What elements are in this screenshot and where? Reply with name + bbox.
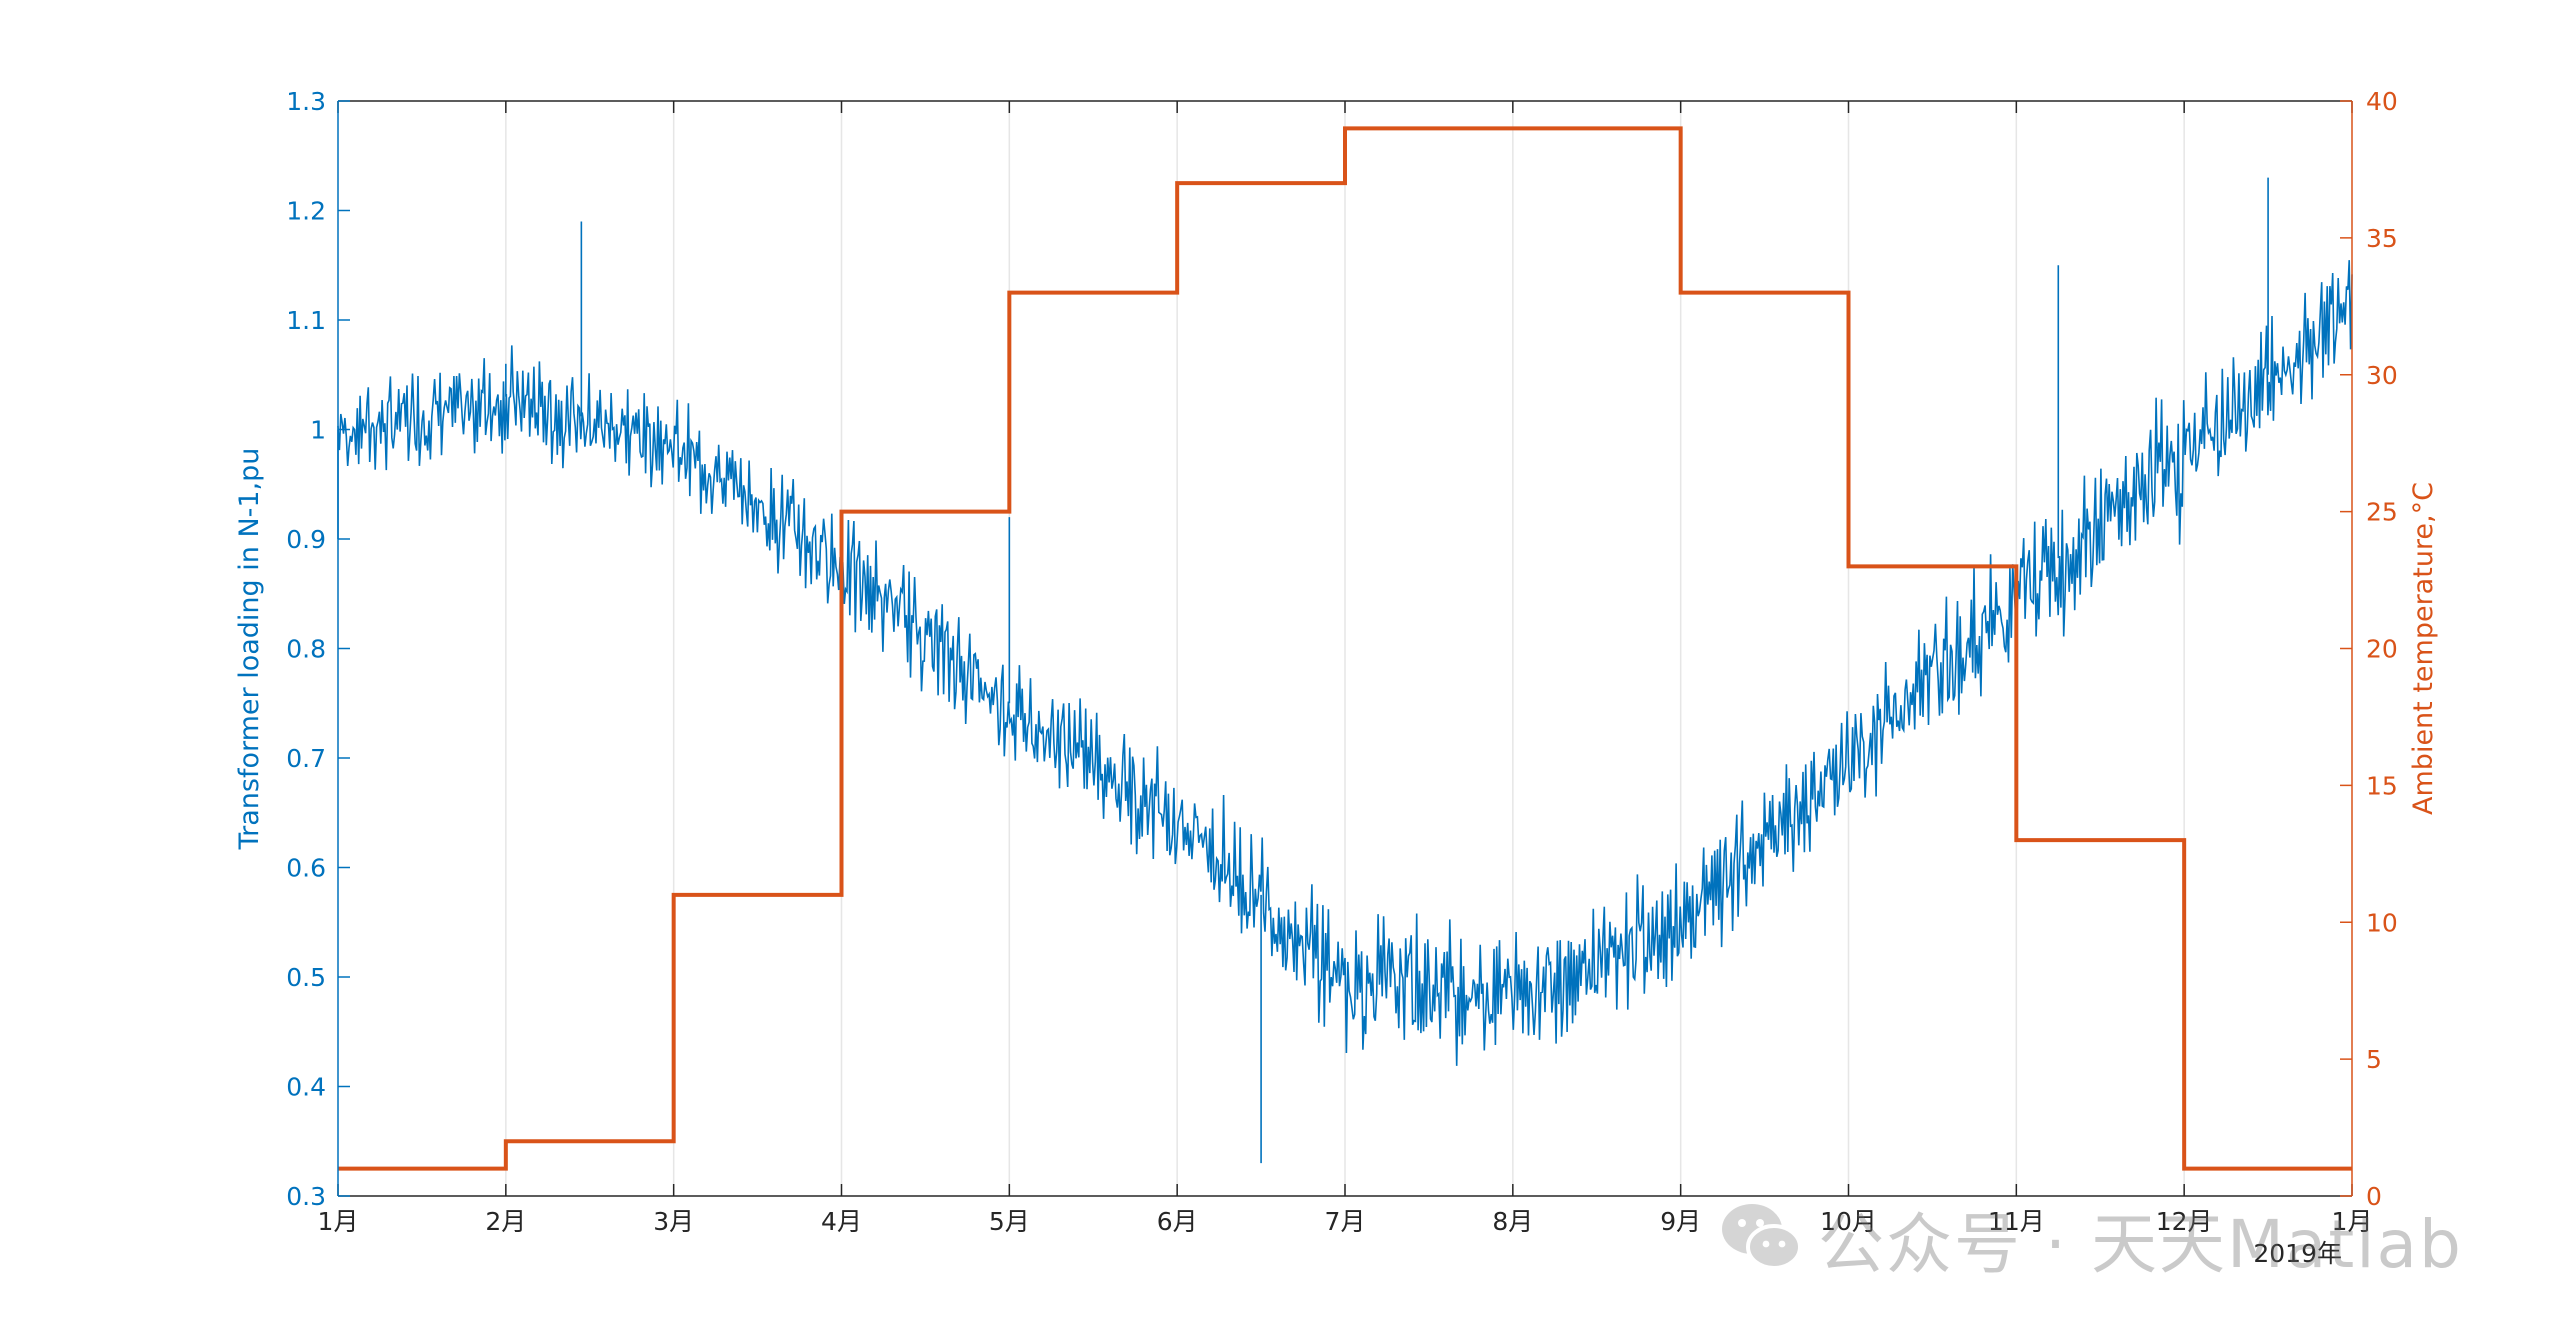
x-tick-label: 4月 [821, 1207, 862, 1236]
x-tick-label: 2月 [485, 1207, 526, 1236]
x-tick-label: 11月 [1988, 1207, 2045, 1236]
x-tick-label: 12月 [2156, 1207, 2213, 1236]
right-y-tick-label: 10 [2366, 908, 2398, 937]
left-y-axis: 0.3 0.4 0.5 0.6 0.7 0.8 0.9 1 1.1 1.2 1.3 [286, 87, 350, 1211]
grid-lines [505, 101, 2185, 1196]
left-y-tick-label: 1 [310, 416, 326, 445]
x-tick-label: 6月 [1157, 1207, 1198, 1236]
x-tick-label: 1月 [318, 1207, 359, 1236]
right-y-tick-label: 35 [2366, 224, 2398, 253]
right-y-tick-label: 5 [2366, 1045, 2382, 1074]
right-y-tick-label: 30 [2366, 361, 2398, 390]
temperature-step-line [338, 126, 2352, 1171]
x-tick-label: 3月 [653, 1207, 694, 1236]
wechat-icon [1718, 1199, 1804, 1279]
left-y-tick-label: 0.9 [286, 525, 326, 554]
right-y-tick-label: 25 [2366, 498, 2398, 527]
left-y-tick-label: 1.3 [286, 87, 326, 116]
watermark-text: 公众号 · 天天Matlab [1818, 1206, 2463, 1283]
left-y-tick-label: 0.8 [286, 635, 326, 664]
right-y-tick-label: 0 [2366, 1182, 2382, 1211]
left-y-tick-label: 0.3 [286, 1182, 326, 1211]
x-axis-year-label: 2019年 [2253, 1239, 2342, 1268]
x-tick-label: 9月 [1660, 1207, 1701, 1236]
x-tick-label: 10月 [1820, 1207, 1877, 1236]
left-axis-title: Transformer loading in N-1,pu [234, 448, 265, 851]
right-y-tick-label: 20 [2366, 635, 2398, 664]
right-y-tick-label: 40 [2366, 87, 2398, 116]
x-tick-label: 7月 [1325, 1207, 1366, 1236]
right-y-tick-label: 15 [2366, 771, 2398, 800]
watermark: 公众号 · 天天Matlab [1718, 1196, 2463, 1283]
left-y-tick-label: 0.6 [286, 854, 326, 883]
left-y-tick-label: 1.2 [286, 197, 326, 226]
left-y-tick-label: 1.1 [286, 306, 326, 335]
x-tick-label: 1月 [2332, 1207, 2373, 1236]
left-y-tick-label: 0.5 [286, 963, 326, 992]
x-tick-label: 8月 [1492, 1207, 1533, 1236]
x-tick-label: 5月 [989, 1207, 1030, 1236]
left-y-tick-label: 0.7 [286, 744, 326, 773]
temperature-series-group [338, 126, 2352, 1171]
left-y-tick-label: 0.4 [286, 1073, 326, 1102]
right-axis-title: Ambient temperature,°C [2408, 482, 2439, 815]
right-y-axis: 0 5 10 15 20 25 30 35 40 [2340, 87, 2398, 1211]
